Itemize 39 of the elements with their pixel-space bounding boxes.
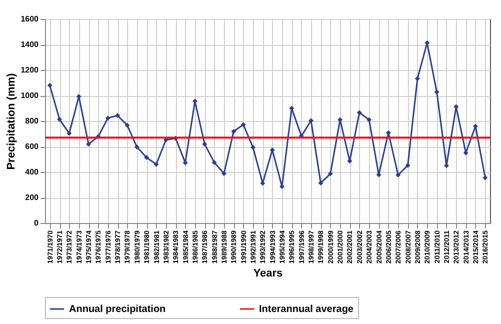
point — [154, 162, 159, 167]
point — [212, 160, 217, 165]
point — [308, 118, 314, 124]
point — [328, 171, 333, 176]
point — [86, 142, 92, 147]
y-tick-label: 1000 — [20, 91, 40, 100]
y-axis-title: Precipitation (mm) — [6, 72, 18, 170]
point — [115, 113, 120, 118]
point — [221, 171, 226, 176]
point — [124, 122, 130, 128]
point — [414, 76, 420, 82]
point — [240, 122, 246, 128]
point — [405, 162, 410, 168]
point — [66, 130, 72, 136]
point — [366, 117, 372, 122]
point — [482, 175, 488, 180]
point — [356, 110, 362, 116]
y-tick-label: 1600 — [20, 14, 40, 24]
point — [47, 82, 52, 88]
y-tick-label: 600 — [25, 142, 40, 151]
y-tick-label: 200 — [25, 193, 40, 202]
point — [144, 154, 150, 160]
legend-label: Annual precipitation — [69, 304, 166, 315]
point — [202, 142, 208, 147]
point — [250, 144, 256, 150]
point — [318, 180, 324, 186]
y-tick-label: 1400 — [20, 40, 40, 49]
point — [434, 90, 440, 95]
legend-label: Interannual average — [259, 304, 354, 315]
y-tick-label: 1200 — [20, 66, 40, 74]
point — [231, 128, 236, 134]
point — [396, 172, 401, 178]
x-axis-title: Years — [253, 268, 283, 280]
point — [134, 144, 140, 150]
y-tick-label: 800 — [25, 116, 40, 126]
point — [57, 116, 62, 122]
point — [105, 116, 110, 121]
y-tick-label: 0 — [34, 218, 40, 228]
y-tick-label: 400 — [25, 168, 40, 176]
